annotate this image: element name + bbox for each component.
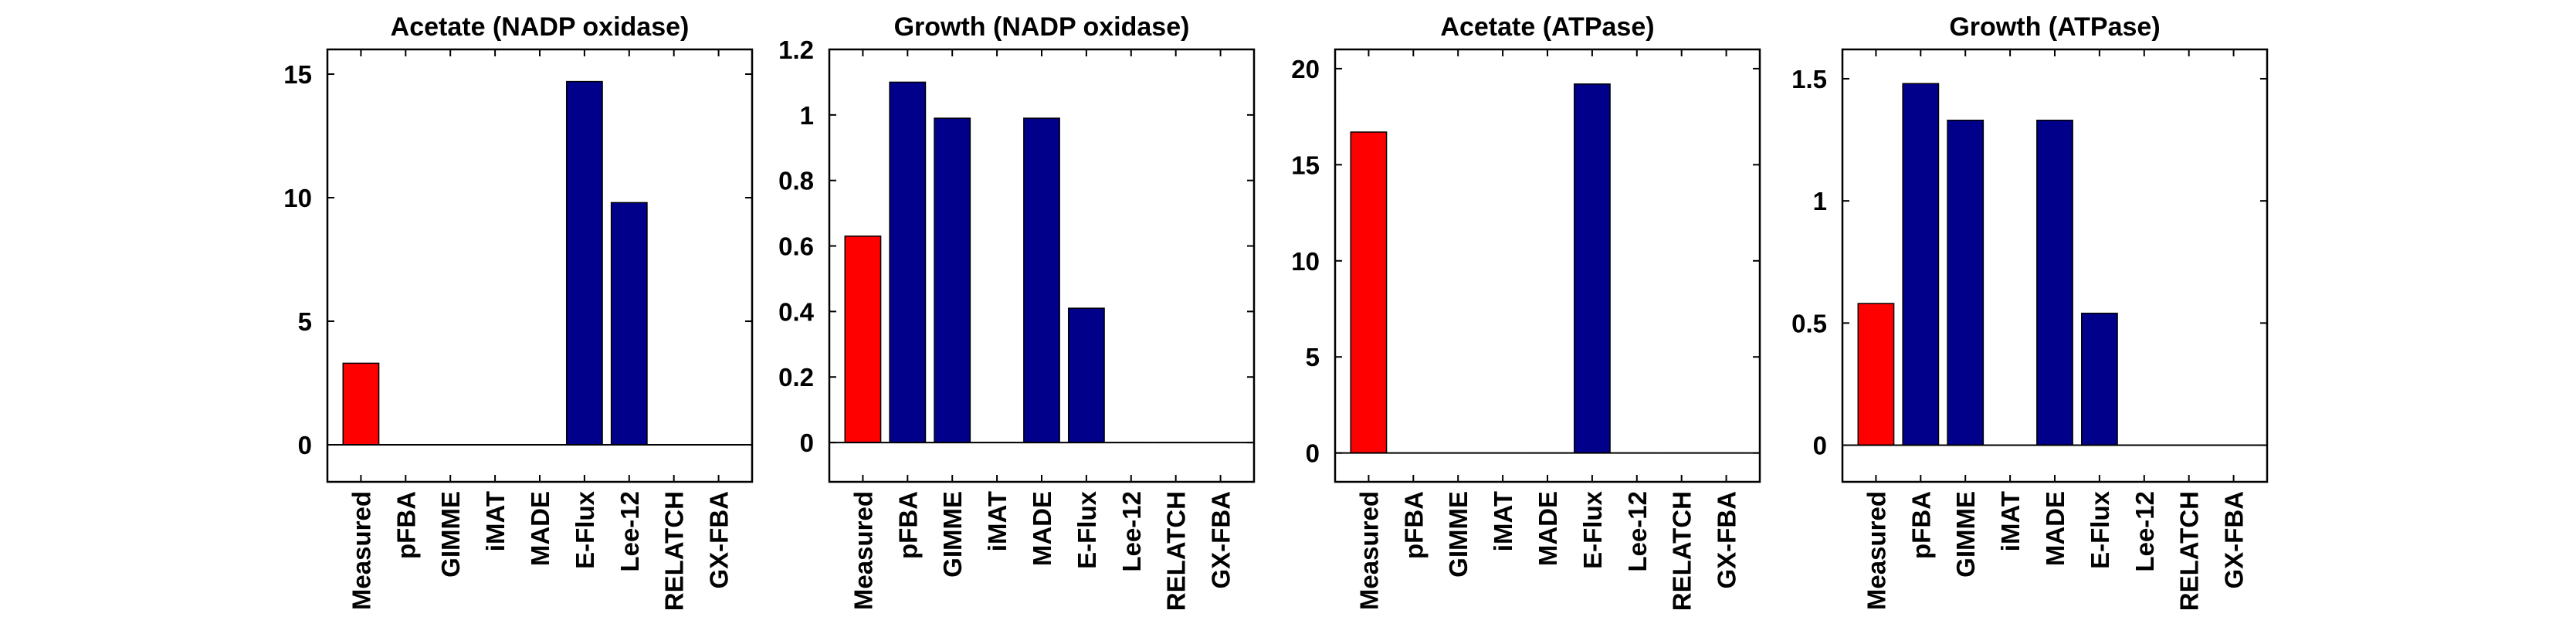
y-tick-label: 20 — [1291, 55, 1320, 83]
y-tick-label: 10 — [283, 184, 312, 212]
y-tick-label: 0 — [1813, 432, 1827, 460]
y-tick-label: 0.2 — [778, 363, 814, 391]
x-tick-label: E-Flux — [1073, 490, 1101, 568]
y-tick-label: 15 — [1291, 151, 1320, 179]
bar-measured — [844, 236, 882, 443]
bar-pfba — [889, 81, 927, 443]
bar-gimme — [1947, 120, 1985, 446]
y-tick-label: 1 — [800, 101, 814, 130]
chart-acetate-atpase: Acetate (ATPase) 0 5 10 15 20 Measured pFBA GIM… — [1291, 12, 1761, 611]
x-tick-label: RELATCH — [2175, 491, 2204, 611]
chart-title: Growth (NADP oxidase) — [894, 12, 1190, 42]
x-tick-label: iMAT — [1489, 491, 1517, 551]
x-tick-label: Measured — [849, 491, 877, 610]
y-tick-label: 0 — [800, 429, 814, 457]
chart-title: Acetate (ATPase) — [1440, 12, 1654, 42]
bar-pfba — [1902, 83, 1940, 446]
bar-e-flux — [565, 80, 603, 446]
x-tick-label: GIMME — [436, 491, 465, 578]
x-tick-label: iMAT — [1996, 491, 2025, 551]
bar-e-flux — [1573, 83, 1611, 454]
x-tick-label: Lee-12 — [2130, 491, 2159, 572]
bar-e-flux — [2080, 312, 2118, 446]
x-tick-label: GX-FBA — [2220, 491, 2249, 589]
chart-title: Acetate (NADP oxidase) — [391, 12, 690, 42]
y-tick-label: 0.4 — [778, 297, 815, 326]
plot-frame — [1334, 48, 1761, 483]
x-tick-label: RELATCH — [660, 491, 689, 611]
x-tick-label: GIMME — [938, 491, 967, 578]
x-tick-label: GX-FBA — [1207, 491, 1235, 589]
bar-e-flux — [1067, 307, 1105, 443]
y-tick-label: 10 — [1291, 247, 1320, 276]
x-tick-label: pFBA — [391, 491, 420, 559]
y-tick-label: 0.6 — [778, 232, 814, 261]
y-tick-label: 5 — [1306, 343, 1320, 371]
x-tick-label: pFBA — [1907, 491, 1935, 559]
bar-lee-12 — [610, 202, 648, 446]
x-tick-label: pFBA — [893, 491, 922, 559]
x-tick-label: GIMME — [1951, 491, 1980, 578]
chart-growth-atpase: Growth (ATPase) 0 0.5 1 1.5 Measured pFBA GIMM… — [1791, 12, 2269, 611]
x-tick-label: GIMME — [1444, 491, 1473, 578]
x-tick-label: E-Flux — [1578, 490, 1607, 568]
x-tick-label: Lee-12 — [1623, 491, 1652, 572]
x-tick-label: RELATCH — [1668, 491, 1696, 611]
x-tick-label: MADE — [1028, 491, 1056, 566]
y-tick-label: 0 — [298, 431, 312, 459]
y-tick-label: 0 — [1306, 439, 1320, 468]
x-tick-label: MADE — [2041, 491, 2069, 566]
y-tick-label: 0.8 — [778, 167, 814, 195]
chart-title: Growth (ATPase) — [1949, 12, 2160, 42]
bar-measured — [1857, 303, 1895, 446]
y-tick-label: 1.5 — [1791, 65, 1827, 93]
chart-growth-nadp-oxidase: Growth (NADP oxidase) 0 0.2 0.4 0.6 0.8 1 1.2 M… — [778, 12, 1256, 611]
x-tick-label: iMAT — [983, 491, 1012, 551]
x-tick-label: Measured — [1862, 491, 1890, 610]
x-tick-label: MADE — [526, 491, 554, 566]
x-tick-label: RELATCH — [1162, 491, 1191, 611]
x-tick-label: GX-FBA — [1713, 491, 1741, 589]
x-tick-label: E-Flux — [2086, 490, 2114, 568]
y-tick-label: 0.5 — [1791, 309, 1827, 337]
bar-measured — [1350, 131, 1388, 454]
y-tick-label: 1.2 — [778, 36, 814, 64]
x-tick-label: Measured — [1354, 491, 1383, 610]
y-tick-label: 1 — [1813, 187, 1827, 215]
plot-frame — [326, 48, 754, 483]
x-tick-label: GX-FBA — [705, 491, 734, 589]
x-tick-label: pFBA — [1399, 491, 1428, 559]
x-tick-label: Measured — [347, 491, 375, 610]
bar-gimme — [934, 117, 971, 443]
bar-made — [1023, 117, 1060, 443]
bar-made — [2036, 120, 2073, 446]
x-tick-label: iMAT — [481, 491, 510, 551]
x-tick-label: Lee-12 — [615, 491, 644, 572]
y-tick-label: 5 — [298, 307, 312, 336]
x-tick-label: MADE — [1534, 491, 1562, 566]
y-tick-label: 15 — [283, 60, 312, 89]
chart-acetate-nadp-oxidase: Acetate (NADP oxidase) 0 5 10 15 Measured pFB… — [283, 12, 754, 611]
bar-measured — [342, 362, 380, 446]
x-tick-label: E-Flux — [571, 490, 599, 568]
x-tick-label: Lee-12 — [1117, 491, 1146, 572]
